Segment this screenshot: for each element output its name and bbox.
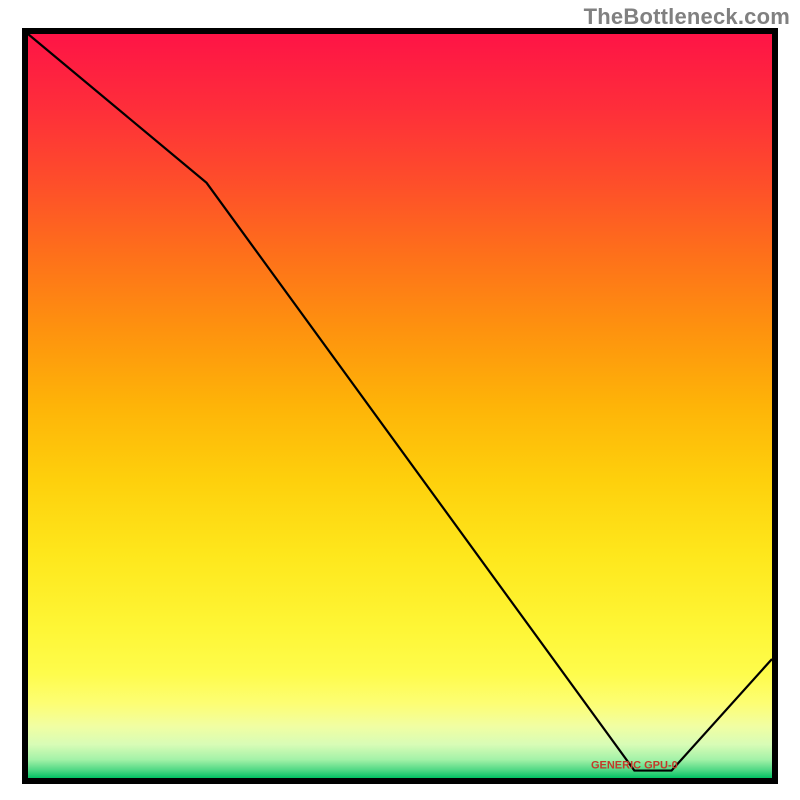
chart-svg: GENERIC GPU-0	[22, 28, 778, 784]
gradient-fill	[28, 34, 772, 778]
gpu-label: GENERIC GPU-0	[591, 759, 678, 771]
container: TheBottleneck.com GENERIC GPU-0	[0, 0, 800, 800]
chart-plot-area: GENERIC GPU-0	[22, 28, 778, 784]
watermark-text: TheBottleneck.com	[584, 4, 790, 30]
